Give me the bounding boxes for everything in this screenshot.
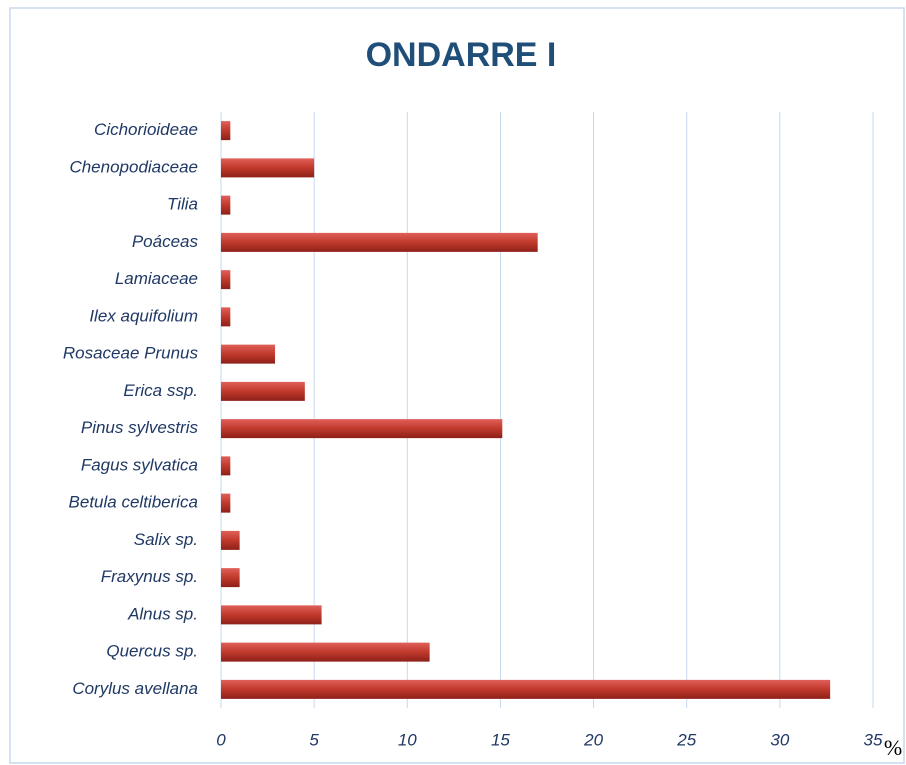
x-tick-label: 5 xyxy=(309,730,319,749)
x-tick-label: 0 xyxy=(216,730,226,749)
x-axis-label: % xyxy=(884,735,902,760)
y-tick-label: Salix sp. xyxy=(134,530,198,549)
x-tick-label: 20 xyxy=(583,730,603,749)
chart-title: ONDARRE I xyxy=(366,36,557,74)
bar xyxy=(221,679,831,699)
y-tick-label: Fraxynus sp. xyxy=(101,567,198,586)
bar xyxy=(221,642,430,662)
y-tick-label: Cichorioideae xyxy=(94,120,198,139)
y-tick-label: Lamiaceae xyxy=(115,269,198,288)
x-tick-label: 30 xyxy=(770,730,789,749)
bar xyxy=(221,232,538,252)
bar xyxy=(221,605,322,625)
x-tick-label: 25 xyxy=(676,730,696,749)
y-tick-label: Poáceas xyxy=(132,232,199,251)
y-tick-label: Tilia xyxy=(167,195,198,214)
bar xyxy=(221,158,315,178)
bar xyxy=(221,270,231,290)
y-tick-label: Chenopodiaceae xyxy=(69,157,198,176)
bar xyxy=(221,381,305,401)
y-tick-label: Alnus sp. xyxy=(127,604,198,623)
bar xyxy=(221,456,231,476)
bar xyxy=(221,530,240,550)
y-tick-label: Quercus sp. xyxy=(106,642,198,661)
y-tick-label: Fagus sylvatica xyxy=(81,455,198,474)
y-tick-label: Ilex aquifolium xyxy=(89,306,198,325)
y-tick-label: Corylus avellana xyxy=(72,679,198,698)
bar xyxy=(221,344,276,364)
y-tick-label: Erica ssp. xyxy=(123,381,198,400)
x-tick-label: 35 xyxy=(864,730,883,749)
y-tick-label: Betula celtiberica xyxy=(69,493,198,512)
bar xyxy=(221,307,231,327)
x-tick-label: 10 xyxy=(398,730,417,749)
y-tick-label: Pinus sylvestris xyxy=(81,418,199,437)
y-tick-label: Rosaceae Prunus xyxy=(63,344,199,363)
bar xyxy=(221,419,503,439)
bar xyxy=(221,493,231,513)
bar xyxy=(221,121,231,141)
x-tick-label: 15 xyxy=(491,730,510,749)
bar xyxy=(221,195,231,215)
bar xyxy=(221,568,240,588)
chart-frame xyxy=(9,7,905,764)
